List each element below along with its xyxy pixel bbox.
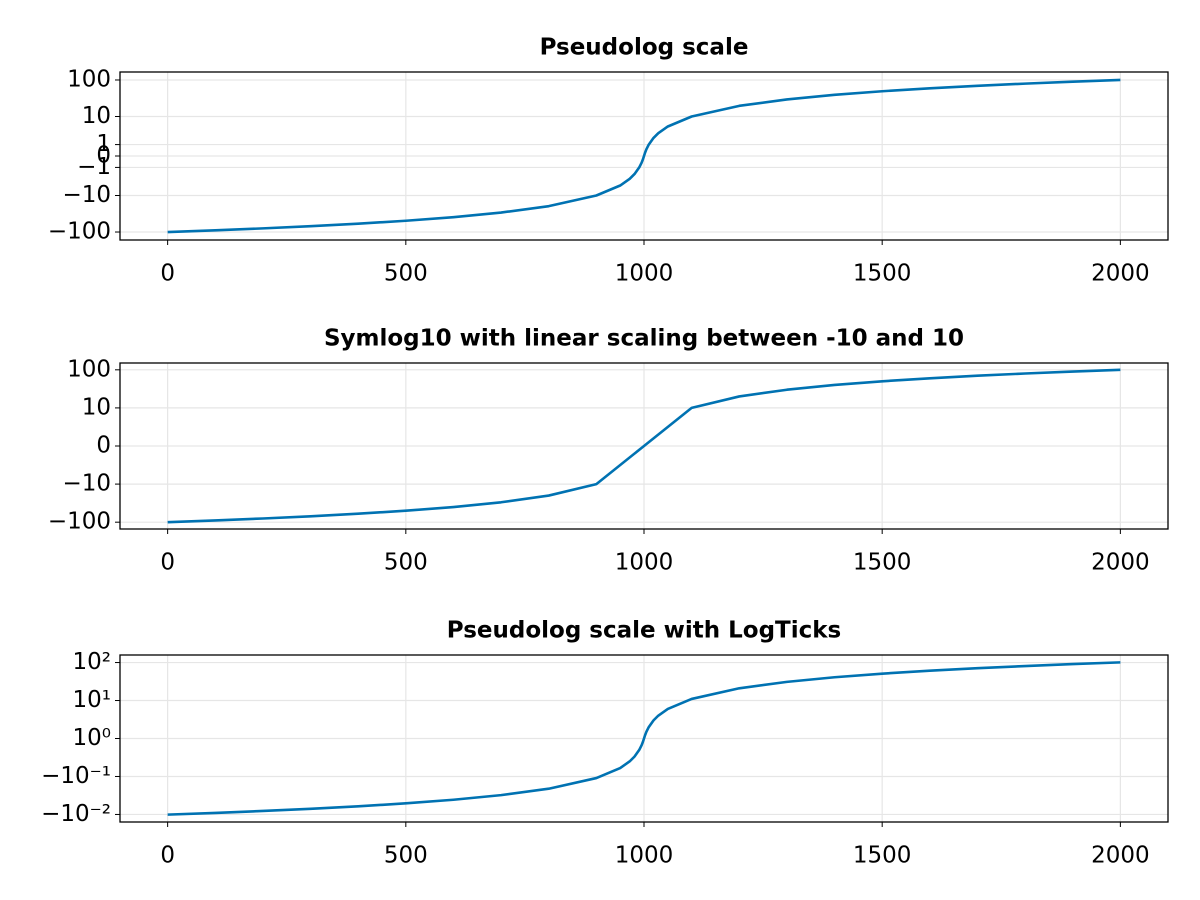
chart-title: Symlog10 with linear scaling between -10… [324, 326, 964, 352]
axis-frame [119, 71, 1169, 241]
x-tick-label: 500 [384, 843, 428, 869]
x-tick-label: 500 [384, 550, 428, 576]
x-tick-label: 0 [160, 261, 175, 287]
x-tick-label: 1000 [615, 261, 674, 287]
x-tick-label: 2000 [1091, 261, 1150, 287]
y-tick-label: 10² [73, 649, 112, 675]
y-tick-label: 0 [96, 143, 111, 169]
x-tick-label: 2000 [1091, 843, 1150, 869]
y-tick-label: 10⁰ [73, 725, 112, 751]
y-tick-label: 0 [96, 433, 111, 459]
x-tick-label: 1500 [853, 261, 912, 287]
axis: Symlog10 with linear scaling between -10… [48, 326, 1168, 576]
x-tick-label: 2000 [1091, 550, 1150, 576]
data-line [167, 368, 1121, 524]
axis: Pseudolog scale with LogTicks 0 500 1000 150… [41, 618, 1168, 869]
x-tick-label: 1000 [615, 550, 674, 576]
y-tick-label: −100 [48, 219, 111, 245]
y-tick-label: 100 [67, 356, 111, 382]
x-tick-label: 1500 [853, 550, 912, 576]
y-tick-label: −10 [62, 471, 111, 497]
axis-frame [119, 362, 1169, 530]
chart-title: Pseudolog scale with LogTicks [447, 618, 842, 644]
y-tick-label: 1 [96, 131, 111, 157]
x-tick-label: 1500 [853, 843, 912, 869]
y-tick-label: −10⁻¹ [41, 763, 111, 789]
y-tick-label: −100 [48, 509, 111, 535]
x-tick-label: 1000 [615, 843, 674, 869]
y-tick-label: 10 [82, 103, 111, 129]
x-tick-label: 0 [160, 550, 175, 576]
data-line [167, 661, 1121, 816]
axis-frame [119, 654, 1169, 823]
y-tick-label: −10 [62, 182, 111, 208]
y-tick-label: −1 [77, 154, 111, 180]
y-tick-label: 10¹ [73, 687, 112, 713]
x-tick-label: 0 [160, 843, 175, 869]
y-tick-label: −10⁻² [41, 801, 111, 827]
data-line [167, 78, 1121, 234]
y-tick-label: 100 [67, 66, 111, 92]
y-tick-label: 10 [82, 394, 111, 420]
chart-title: Pseudolog scale [540, 35, 749, 61]
x-tick-label: 500 [384, 261, 428, 287]
